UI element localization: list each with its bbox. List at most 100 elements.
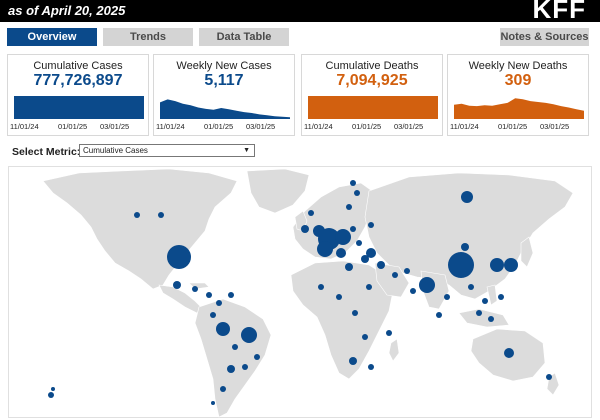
country-bubble[interactable] — [354, 190, 360, 196]
country-bubble[interactable] — [546, 374, 552, 380]
country-bubble[interactable] — [490, 258, 504, 272]
country-bubble[interactable] — [468, 284, 474, 290]
country-bubble[interactable] — [336, 294, 342, 300]
country-bubble[interactable] — [410, 288, 416, 294]
card-weekly-new-cases: Weekly New Cases 5,117 11/01/24 01/01/25… — [153, 54, 295, 136]
tick-label: 01/01/25 — [498, 122, 528, 131]
country-bubble[interactable] — [419, 277, 435, 293]
country-bubble[interactable] — [356, 240, 362, 246]
metric-dropdown[interactable]: Cumulative Cases ▼ — [79, 144, 255, 157]
country-bubble[interactable] — [386, 330, 392, 336]
country-bubble[interactable] — [242, 364, 248, 370]
country-bubble[interactable] — [377, 261, 385, 269]
sparkline-area — [160, 99, 290, 119]
country-bubble[interactable] — [51, 387, 55, 391]
sparkline-cumulative-deaths — [308, 96, 438, 119]
country-bubble[interactable] — [476, 310, 482, 316]
sparkline-weekly-new-cases — [160, 99, 290, 119]
country-bubble[interactable] — [366, 248, 376, 258]
country-bubble[interactable] — [444, 294, 450, 300]
tick-label: 01/01/25 — [352, 122, 382, 131]
country-bubble[interactable] — [448, 252, 474, 278]
sparkline-ticks: 11/01/24 01/01/25 03/01/25 — [448, 122, 588, 134]
tick-label: 03/01/25 — [246, 122, 276, 131]
country-bubble[interactable] — [504, 348, 514, 358]
card-cumulative-deaths: Cumulative Deaths 7,094,925 11/01/24 01/… — [301, 54, 443, 136]
kff-logo: KFF — [532, 0, 586, 24]
country-bubble[interactable] — [216, 322, 230, 336]
country-bubble[interactable] — [317, 241, 333, 257]
country-bubble[interactable] — [461, 191, 473, 203]
country-bubble[interactable] — [368, 222, 374, 228]
country-bubble[interactable] — [392, 272, 398, 278]
tab-data-table[interactable]: Data Table — [199, 28, 289, 46]
tick-label: 01/01/25 — [204, 122, 234, 131]
country-bubble[interactable] — [436, 312, 442, 318]
country-bubble[interactable] — [345, 263, 353, 271]
tab-notes-sources[interactable]: Notes & Sources — [500, 28, 589, 46]
card-value: 5,117 — [204, 72, 244, 89]
country-bubble[interactable] — [336, 248, 346, 258]
country-bubble[interactable] — [167, 245, 191, 269]
country-bubble[interactable] — [254, 354, 260, 360]
country-bubble[interactable] — [368, 364, 374, 370]
as-of-date: as of April 20, 2025 — [8, 3, 126, 18]
country-bubble[interactable] — [318, 284, 324, 290]
card-value: 309 — [504, 72, 532, 89]
asia — [364, 172, 574, 300]
country-bubble[interactable] — [216, 300, 222, 306]
tick-label: 03/01/25 — [394, 122, 424, 131]
header-bar: as of April 20, 2025 KFF — [0, 0, 600, 24]
country-bubble[interactable] — [308, 210, 314, 216]
world-map[interactable] — [8, 166, 592, 418]
country-bubble[interactable] — [461, 243, 469, 251]
world-map-svg — [42, 168, 574, 418]
country-bubble[interactable] — [227, 365, 235, 373]
sparkline-area — [454, 98, 584, 119]
country-bubble[interactable] — [173, 281, 181, 289]
country-bubble[interactable] — [220, 386, 226, 392]
country-bubble[interactable] — [366, 284, 372, 290]
country-bubble[interactable] — [158, 212, 164, 218]
country-bubble[interactable] — [350, 226, 356, 232]
select-metric-label: Select Metric: — [12, 146, 81, 158]
tab-overview[interactable]: Overview — [7, 28, 97, 46]
madagascar — [388, 338, 400, 362]
country-bubble[interactable] — [206, 292, 212, 298]
country-bubble[interactable] — [362, 334, 368, 340]
tick-label: 11/01/24 — [10, 122, 39, 131]
country-bubble[interactable] — [361, 255, 369, 263]
country-bubble[interactable] — [192, 286, 198, 292]
country-bubble[interactable] — [498, 294, 504, 300]
card-value: 777,726,897 — [33, 72, 123, 89]
card-cumulative-cases: Cumulative Cases 777,726,897 11/01/24 01… — [7, 54, 149, 136]
country-bubble[interactable] — [504, 258, 518, 272]
country-bubble[interactable] — [482, 298, 488, 304]
country-bubble[interactable] — [232, 344, 238, 350]
country-bubble[interactable] — [404, 268, 410, 274]
country-bubble[interactable] — [228, 292, 234, 298]
north-america — [42, 168, 238, 290]
arabia — [374, 262, 410, 298]
country-bubble[interactable] — [488, 316, 494, 322]
case-bubbles — [48, 180, 552, 405]
greenland — [246, 168, 310, 214]
tab-trends[interactable]: Trends — [103, 28, 193, 46]
country-bubble[interactable] — [48, 392, 54, 398]
country-bubble[interactable] — [301, 225, 309, 233]
country-bubble[interactable] — [349, 357, 357, 365]
country-bubble[interactable] — [210, 312, 216, 318]
country-bubble[interactable] — [352, 310, 358, 316]
country-bubble[interactable] — [211, 401, 215, 405]
country-bubble[interactable] — [241, 327, 257, 343]
sparkline-weekly-new-deaths — [454, 98, 584, 119]
sparkline-cumulative-cases — [14, 96, 144, 119]
country-bubble[interactable] — [134, 212, 140, 218]
country-bubble[interactable] — [346, 204, 352, 210]
card-weekly-new-deaths: Weekly New Deaths 309 11/01/24 01/01/25 … — [447, 54, 589, 136]
sparkline-fill — [14, 96, 144, 119]
card-label: Weekly New Cases — [176, 60, 272, 72]
country-bubble[interactable] — [335, 229, 351, 245]
card-label: Cumulative Deaths — [325, 60, 419, 72]
country-bubble[interactable] — [350, 180, 356, 186]
